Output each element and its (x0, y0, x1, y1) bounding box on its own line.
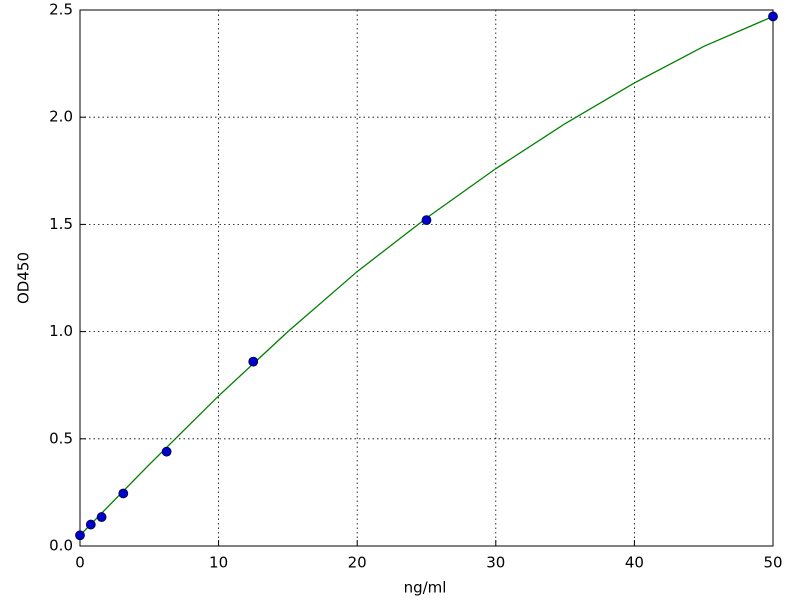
x-tick-label: 20 (348, 554, 367, 572)
data-point (161, 446, 172, 457)
x-tick-label: 0 (75, 554, 85, 572)
x-tick-label: 30 (486, 554, 505, 572)
data-point (85, 519, 96, 530)
y-tick-label: 0.0 (49, 537, 73, 555)
y-tick-label: 1.0 (49, 322, 73, 340)
fit-curve (79, 15, 774, 536)
y-tick-label: 0.5 (49, 429, 73, 447)
x-tick-label: 50 (763, 554, 782, 572)
data-point (96, 512, 107, 522)
x-tick-label: 40 (625, 554, 644, 572)
y-tick-label: 1.5 (49, 215, 73, 233)
x-tick-label: 10 (209, 554, 228, 572)
data-point (118, 488, 129, 499)
y-tick-label: 2.5 (49, 1, 73, 19)
data-point (768, 11, 778, 22)
plot-frame (79, 9, 774, 547)
data-point (75, 530, 85, 541)
x-axis-label: ng/ml (404, 579, 447, 597)
y-tick-label: 2.0 (49, 108, 73, 126)
data-point (248, 356, 259, 367)
data-point (421, 215, 432, 226)
y-axis-label: OD450 (15, 252, 33, 304)
